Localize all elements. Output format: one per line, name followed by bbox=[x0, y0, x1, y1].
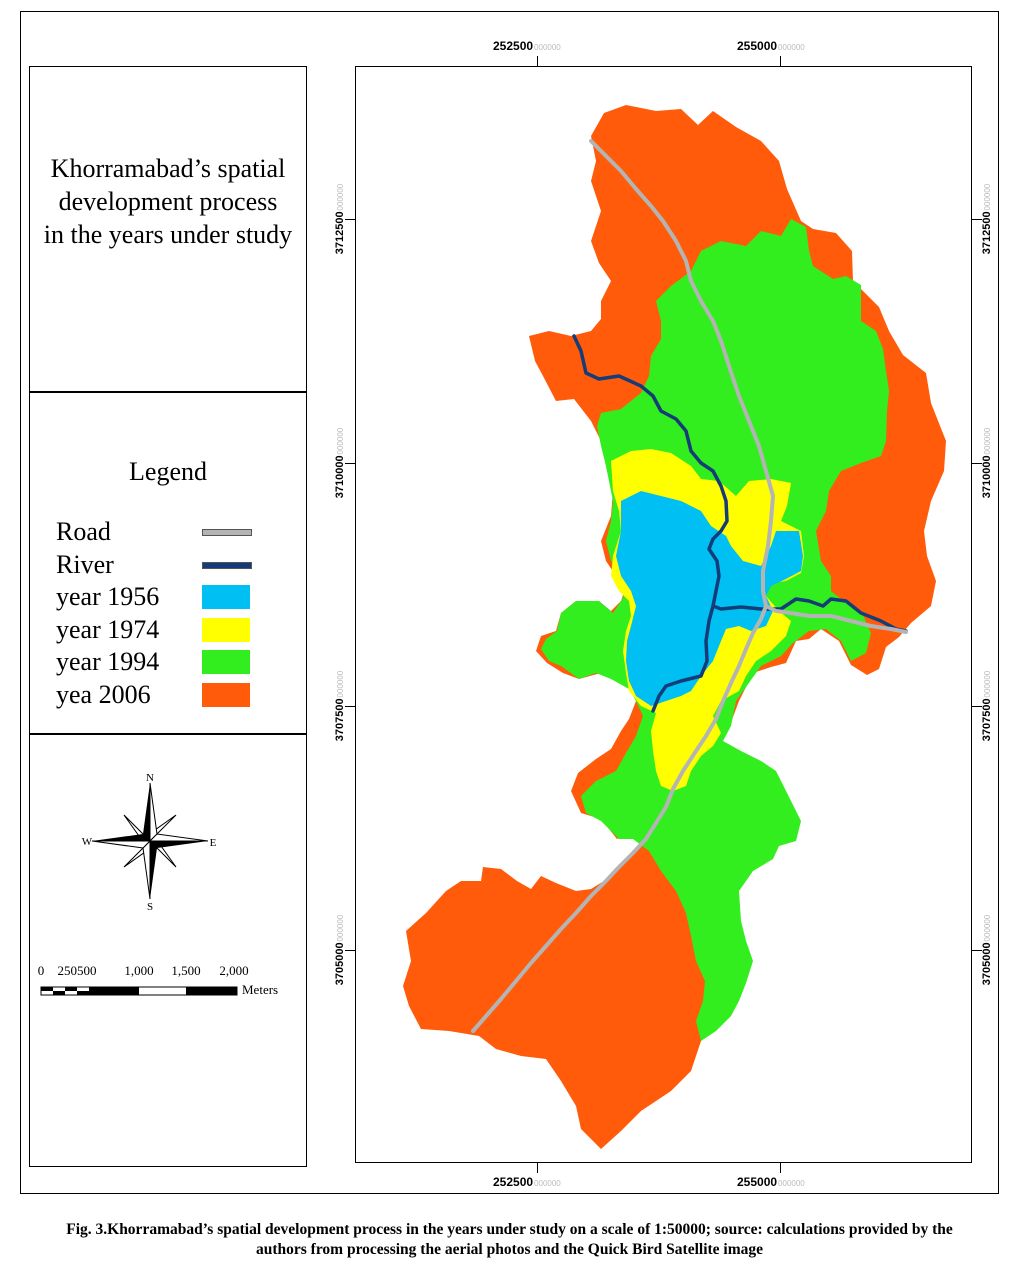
legend-swatch bbox=[202, 561, 252, 569]
caption-line-1: Fig. 3.Khorramabad’s spatial development… bbox=[66, 1221, 953, 1238]
map-canvas bbox=[403, 105, 946, 1149]
legend-item-label: year 1956 bbox=[56, 582, 160, 611]
northing-label-left: 3712500000000 bbox=[334, 183, 346, 255]
figure-caption: Fig. 3.Khorramabad’s spatial development… bbox=[0, 1220, 1019, 1260]
northing-label-left: 3705000000000 bbox=[334, 914, 346, 986]
legend-swatch bbox=[202, 585, 250, 609]
northing-label-right: 3710000000000 bbox=[981, 427, 993, 499]
legend-swatch bbox=[202, 617, 250, 642]
scale-bar: 0 250500 1,000 1,500 2,000 Meters bbox=[38, 963, 278, 997]
legend-item-label: Road bbox=[56, 517, 111, 546]
map-title: Khorramabad’s spatial development proces… bbox=[43, 154, 293, 249]
compass-east-label: E bbox=[210, 837, 217, 849]
figure-frame bbox=[20, 11, 999, 1194]
legend-item: year 1974 bbox=[56, 614, 286, 646]
northing-label-right: 3705000000000 bbox=[981, 914, 993, 986]
easting-label-top: 255000000000 bbox=[737, 39, 805, 53]
legend-item: River bbox=[56, 549, 286, 581]
easting-label-bottom: 255000000000 bbox=[737, 1175, 805, 1189]
legend-panel: Legend Road River year 1956 year 1974 year 1… bbox=[29, 392, 307, 734]
easting-label-bottom: 252500000000 bbox=[493, 1175, 561, 1189]
road-line bbox=[471, 139, 908, 1033]
caption-line-2: authors from processing the aerial photo… bbox=[255, 1241, 764, 1258]
legend-item-label: yea 2006 bbox=[56, 679, 151, 709]
scale-tick-label: 1,000 bbox=[124, 963, 153, 978]
northing-label-right: 3712500000000 bbox=[981, 183, 993, 255]
scale-tick-label: 250500 bbox=[58, 963, 97, 978]
scale-tick-label: 2,000 bbox=[219, 963, 248, 978]
map-frame bbox=[355, 66, 972, 1163]
legend-heading: Legend bbox=[129, 457, 207, 486]
legend-swatch bbox=[202, 682, 250, 707]
legend-item: year 1956 bbox=[56, 581, 286, 613]
legend-swatch bbox=[202, 650, 250, 674]
scale-unit-label: Meters bbox=[242, 982, 278, 997]
legend-item: yea 2006 bbox=[56, 679, 286, 711]
title-panel: Khorramabad’s spatial development proces… bbox=[29, 66, 307, 392]
legend-item: year 1994 bbox=[56, 646, 286, 678]
compass-scale-panel: N S E W 0 250500 1,000 1,500 2,000 Meter… bbox=[29, 734, 307, 1167]
northing-label-left: 3707500000000 bbox=[334, 670, 346, 742]
northing-label-right: 3707500000000 bbox=[981, 670, 993, 742]
scale-tick-label: 0 bbox=[38, 963, 45, 978]
compass-north-label: N bbox=[146, 772, 154, 784]
compass-south-label: S bbox=[147, 901, 153, 913]
legend-item: Road bbox=[56, 516, 286, 548]
legend-swatch bbox=[202, 529, 252, 536]
legend-item-label: River bbox=[56, 549, 114, 579]
legend-item-label: year 1994 bbox=[56, 647, 160, 676]
river-line bbox=[572, 334, 908, 713]
legend-item-label: year 1974 bbox=[56, 614, 160, 644]
northing-label-left: 3710000000000 bbox=[334, 427, 346, 499]
scale-tick-label: 1,500 bbox=[171, 963, 200, 978]
compass-rose-icon: N S E W 0 250500 1,000 1,500 2,000 Meter… bbox=[38, 772, 278, 997]
easting-label-top: 252500000000 bbox=[493, 39, 561, 53]
compass-west-label: W bbox=[82, 836, 93, 848]
area-1956 bbox=[616, 491, 803, 706]
